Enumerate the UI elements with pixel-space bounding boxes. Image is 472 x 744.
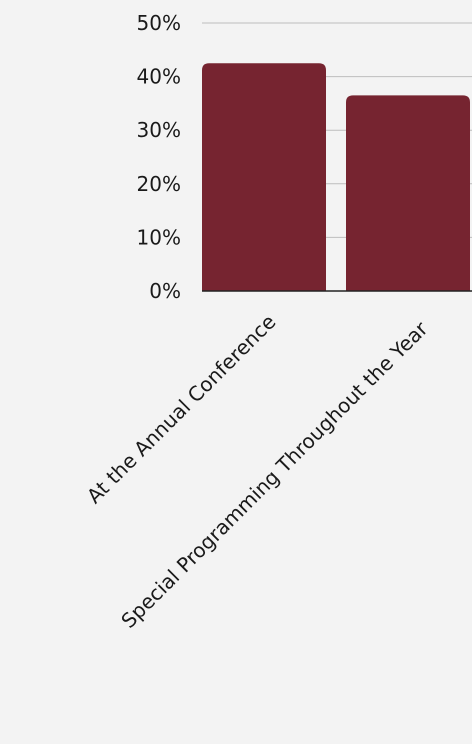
bar [346, 95, 470, 291]
y-tick-label: 20% [137, 172, 181, 196]
y-tick-label: 30% [137, 118, 181, 142]
y-tick-label: 0% [149, 279, 181, 303]
y-tick-label: 50% [137, 11, 181, 35]
x-tick-label: At the Annual Conference [82, 310, 281, 509]
bars [202, 63, 470, 292]
x-tick-label: Special Programming Throughout the Year [116, 316, 433, 633]
y-tick-label: 40% [137, 65, 181, 89]
y-tick-label: 10% [137, 225, 181, 249]
bar [202, 63, 326, 292]
